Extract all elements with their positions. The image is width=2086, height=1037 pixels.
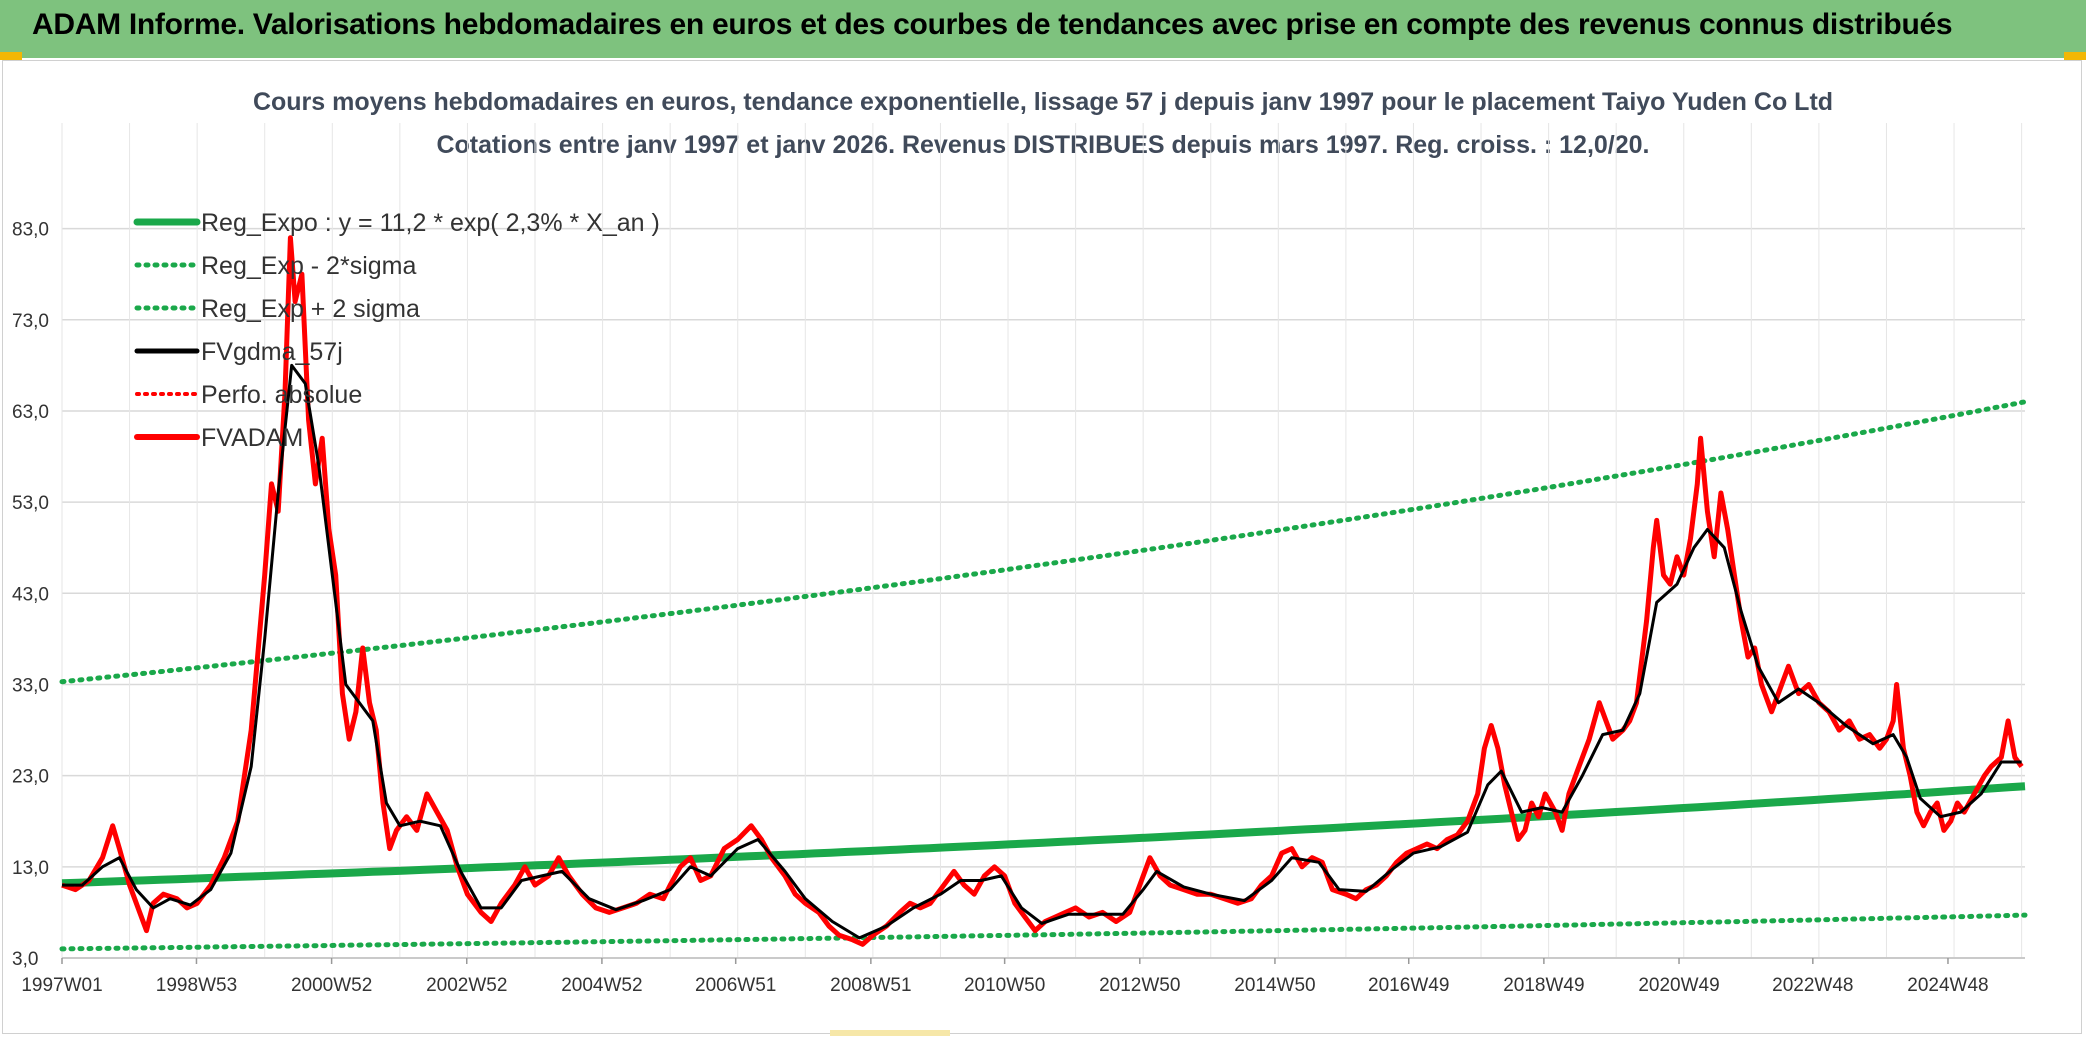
x-tick-label: 1998W53 bbox=[156, 975, 237, 996]
x-tick-label: 2004W52 bbox=[561, 975, 642, 996]
fvgdma-line bbox=[62, 363, 2022, 940]
x-tick-label: 2000W52 bbox=[291, 975, 372, 996]
legend-label: FVADAM bbox=[201, 424, 303, 452]
bottom-mark bbox=[830, 1030, 950, 1036]
legend-label: Reg_Exp - 2*sigma bbox=[201, 252, 416, 280]
legend-label: Reg_Exp + 2 sigma bbox=[201, 295, 420, 323]
x-tick-label: 2006W51 bbox=[695, 975, 776, 996]
y-axis: 3,0 13,0 23,0 33,0 43,0 53,0 63,0 73,0 83,0 bbox=[12, 220, 49, 970]
x-tick-label: 2022W48 bbox=[1772, 975, 1853, 996]
x-tick-label: 1997W01 bbox=[21, 975, 102, 996]
legend: Reg_Expo : y = 11,2 * exp( 2,3% * X_an )… bbox=[133, 209, 660, 452]
x-tick-label: 2002W52 bbox=[426, 975, 507, 996]
chart-title-line1: Cours moyens hebdomadaires en euros, ten… bbox=[252, 88, 1834, 116]
y-tick-label: 33,0 bbox=[12, 675, 49, 696]
y-tick-label: 13,0 bbox=[12, 858, 49, 879]
x-axis: 1997W01 1998W53 2000W52 2002W52 2004W52 2006W… bbox=[21, 957, 2025, 996]
report-title: ADAM Informe. Valorisations hebdomadaire… bbox=[32, 8, 1953, 41]
legend-label: FVgdma_57j bbox=[201, 338, 343, 366]
y-tick-label: 43,0 bbox=[12, 584, 49, 605]
x-tick-label: 2016W49 bbox=[1368, 975, 1449, 996]
y-tick-label: 73,0 bbox=[12, 311, 49, 332]
band-lower-line bbox=[59, 912, 2028, 952]
x-tick-label: 2020W49 bbox=[1638, 975, 1719, 996]
x-tick-label: 2014W50 bbox=[1234, 975, 1315, 996]
y-tick-label: 63,0 bbox=[12, 402, 49, 423]
corner-mark-right bbox=[2064, 52, 2086, 60]
y-tick-label: 53,0 bbox=[12, 493, 49, 514]
legend-label: Perfo. absolue bbox=[201, 381, 362, 409]
x-tick-label: 2018W49 bbox=[1503, 975, 1584, 996]
chart-frame bbox=[2, 60, 2082, 1034]
report-banner: ADAM Informe. Valorisations hebdomadaire… bbox=[0, 0, 2086, 58]
corner-mark-left bbox=[0, 52, 22, 60]
fvadam-line bbox=[61, 235, 2024, 947]
x-tick-label: 2008W51 bbox=[830, 975, 911, 996]
legend-label: Reg_Expo : y = 11,2 * exp( 2,3% * X_an ) bbox=[201, 209, 660, 237]
y-tick-label: 83,0 bbox=[12, 220, 49, 241]
x-tick-label: 2010W50 bbox=[964, 975, 1045, 996]
gridlines bbox=[61, 123, 2025, 959]
x-tick-label: 2012W50 bbox=[1099, 975, 1180, 996]
y-tick-label: 3,0 bbox=[12, 949, 38, 970]
trend-line bbox=[61, 782, 2026, 888]
y-tick-label: 23,0 bbox=[12, 767, 49, 788]
series-layer bbox=[59, 235, 2028, 952]
x-tick-label: 2024W48 bbox=[1907, 975, 1988, 996]
chart-title-line2: Cotations entre janv 1997 et janv 2026. … bbox=[436, 131, 1650, 159]
